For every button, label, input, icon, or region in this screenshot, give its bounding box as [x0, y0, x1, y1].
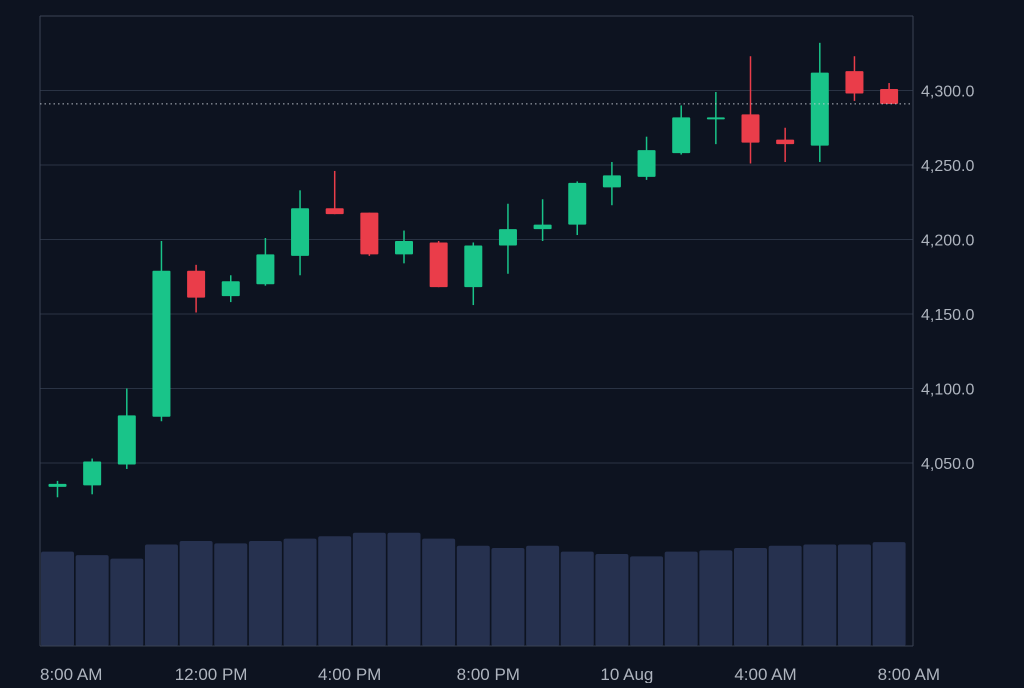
time-tick-label: 10 Aug	[600, 665, 653, 683]
volume-bar	[837, 544, 871, 646]
candle[interactable]	[152, 240, 171, 422]
candle-body	[395, 240, 413, 255]
candle-body	[741, 114, 760, 143]
candle[interactable]	[325, 170, 344, 215]
candle[interactable]	[429, 240, 448, 288]
candle-body	[360, 212, 379, 255]
volume-bar	[560, 551, 594, 646]
price-tick-label: 4,150.0	[921, 307, 974, 324]
time-tick-label: 8:00 PM	[457, 665, 520, 683]
volume-bar	[75, 555, 109, 646]
candle-body	[48, 483, 67, 487]
volume-bar	[734, 548, 767, 646]
volume-bar	[318, 536, 352, 646]
candle-body	[672, 117, 691, 154]
candle[interactable]	[810, 42, 829, 163]
candle-body	[117, 415, 136, 465]
volume-bar	[41, 551, 74, 646]
candle-body	[533, 224, 552, 230]
price-axis: 4,050.0 4,100.0 4,150.0 4,200.0 4,250.0 4,300…	[921, 84, 974, 474]
candle[interactable]	[83, 458, 102, 495]
volume-bars	[41, 532, 906, 646]
grid-lines	[40, 90, 913, 464]
price-tick-label: 4,050.0	[921, 456, 974, 473]
price-tick-label: 4,250.0	[921, 158, 974, 175]
volume-bar	[630, 556, 664, 646]
candle[interactable]	[187, 264, 206, 313]
volume-bar	[526, 545, 560, 646]
volume-bar	[872, 542, 906, 646]
candle-body	[498, 229, 517, 246]
candle-body	[602, 175, 621, 188]
volume-bar	[179, 540, 213, 646]
price-tick-label: 4,100.0	[921, 382, 974, 399]
candle-body	[637, 150, 656, 177]
volume-bar	[768, 545, 802, 646]
time-tick-label: 4:00 PM	[318, 665, 381, 683]
volume-bar	[456, 545, 490, 646]
volume-bar	[352, 532, 386, 646]
volume-bar	[248, 540, 282, 646]
candle[interactable]	[602, 162, 621, 206]
candle[interactable]	[221, 275, 240, 303]
time-tick-label: 4:00 AM	[734, 665, 796, 683]
candle[interactable]	[533, 199, 552, 241]
candle[interactable]	[498, 203, 517, 274]
plot-frame	[39, 15, 914, 647]
candle[interactable]	[568, 181, 587, 236]
candle-body	[880, 89, 899, 104]
volume-bar	[803, 544, 837, 646]
candle[interactable]	[741, 56, 760, 164]
volume-bar	[491, 548, 525, 646]
candle-body	[83, 461, 102, 486]
candle-body	[776, 139, 795, 145]
volume-bar	[110, 558, 144, 646]
time-axis: 8:00 AM 12:00 PM 4:00 PM 8:00 PM 10 Aug 4:00 …	[40, 665, 940, 684]
candle[interactable]	[672, 105, 691, 155]
volume-bar	[387, 532, 421, 646]
candle[interactable]	[464, 242, 483, 306]
volume-bar	[422, 538, 456, 646]
candle[interactable]	[880, 83, 899, 104]
candle[interactable]	[360, 212, 379, 256]
candle-body	[429, 242, 448, 288]
candle-body	[810, 72, 829, 146]
candle-body	[291, 208, 310, 256]
candle-body	[325, 208, 344, 215]
candle-body	[706, 117, 725, 120]
candle-body	[187, 270, 206, 298]
candle-body	[568, 182, 587, 225]
volume-bar	[283, 538, 317, 646]
candle[interactable]	[48, 480, 67, 498]
volume-bar	[214, 543, 248, 646]
candle[interactable]	[117, 388, 136, 469]
volume-bar	[595, 553, 629, 646]
volume-bar	[144, 544, 178, 646]
candle-body	[256, 254, 275, 285]
candle-body	[221, 281, 240, 297]
candle[interactable]	[776, 127, 795, 163]
candle-body	[845, 71, 864, 94]
time-tick-label: 12:00 PM	[175, 665, 248, 683]
price-tick-label: 4,200.0	[921, 233, 974, 250]
volume-bar	[664, 551, 698, 646]
candle[interactable]	[706, 91, 725, 145]
volume-bar	[699, 550, 733, 646]
candle-body	[464, 245, 483, 288]
price-tick-label: 4,300.0	[921, 84, 974, 101]
time-tick-label: 8:00 AM	[40, 665, 102, 683]
candle[interactable]	[637, 136, 656, 180]
time-tick-label: 8:00 AM	[878, 665, 940, 683]
candle-body	[152, 270, 171, 417]
candle[interactable]	[395, 230, 413, 264]
candles[interactable]	[48, 42, 899, 498]
candle[interactable]	[845, 56, 864, 101]
candle[interactable]	[291, 190, 310, 276]
candle[interactable]	[256, 238, 275, 286]
